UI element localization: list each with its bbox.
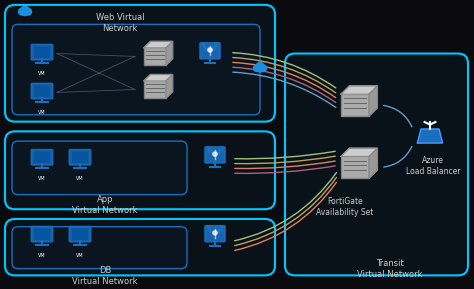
FancyBboxPatch shape xyxy=(12,227,187,268)
FancyBboxPatch shape xyxy=(69,226,91,242)
FancyBboxPatch shape xyxy=(5,131,275,209)
FancyBboxPatch shape xyxy=(205,226,225,242)
Circle shape xyxy=(257,66,263,72)
FancyBboxPatch shape xyxy=(341,94,369,116)
Circle shape xyxy=(259,65,266,71)
FancyBboxPatch shape xyxy=(12,141,187,194)
Circle shape xyxy=(213,152,217,156)
FancyBboxPatch shape xyxy=(34,85,50,97)
FancyBboxPatch shape xyxy=(285,53,468,275)
Polygon shape xyxy=(166,41,173,65)
Text: VM: VM xyxy=(38,253,46,258)
Text: VM: VM xyxy=(76,176,84,181)
Text: VM: VM xyxy=(76,253,84,258)
Polygon shape xyxy=(418,129,443,143)
Text: VM: VM xyxy=(38,110,46,115)
Polygon shape xyxy=(341,86,377,94)
FancyBboxPatch shape xyxy=(72,151,88,163)
Circle shape xyxy=(22,10,28,16)
FancyBboxPatch shape xyxy=(69,149,91,165)
FancyBboxPatch shape xyxy=(341,156,369,178)
FancyBboxPatch shape xyxy=(144,48,166,65)
FancyBboxPatch shape xyxy=(34,228,50,240)
Circle shape xyxy=(254,65,261,71)
Circle shape xyxy=(208,48,212,52)
Circle shape xyxy=(256,63,264,71)
Polygon shape xyxy=(341,148,377,156)
Text: FortiGate
Availability Set: FortiGate Availability Set xyxy=(316,197,374,217)
Circle shape xyxy=(21,6,29,14)
Text: Transit
Virtual Network: Transit Virtual Network xyxy=(357,259,423,279)
Polygon shape xyxy=(144,41,173,48)
Circle shape xyxy=(18,8,26,15)
Circle shape xyxy=(25,8,31,15)
FancyBboxPatch shape xyxy=(5,5,275,122)
Polygon shape xyxy=(369,148,377,178)
FancyBboxPatch shape xyxy=(5,219,275,275)
Text: VM: VM xyxy=(38,176,46,181)
FancyBboxPatch shape xyxy=(34,46,50,58)
Circle shape xyxy=(213,231,217,235)
Text: VM: VM xyxy=(38,71,46,76)
Polygon shape xyxy=(144,75,173,81)
Text: DB
Virtual Network: DB Virtual Network xyxy=(72,266,138,286)
FancyBboxPatch shape xyxy=(31,83,53,99)
FancyBboxPatch shape xyxy=(31,149,53,165)
FancyBboxPatch shape xyxy=(200,43,220,59)
Text: Web Virtual
Network: Web Virtual Network xyxy=(96,13,144,33)
FancyBboxPatch shape xyxy=(12,24,260,115)
FancyBboxPatch shape xyxy=(31,45,53,60)
Text: Azure
Load Balancer: Azure Load Balancer xyxy=(406,156,460,176)
Polygon shape xyxy=(369,86,377,116)
FancyBboxPatch shape xyxy=(72,228,88,240)
FancyBboxPatch shape xyxy=(205,147,225,163)
Text: App
Virtual Network: App Virtual Network xyxy=(72,194,138,215)
FancyBboxPatch shape xyxy=(34,151,50,163)
FancyBboxPatch shape xyxy=(31,226,53,242)
FancyBboxPatch shape xyxy=(144,81,166,98)
Polygon shape xyxy=(166,75,173,98)
